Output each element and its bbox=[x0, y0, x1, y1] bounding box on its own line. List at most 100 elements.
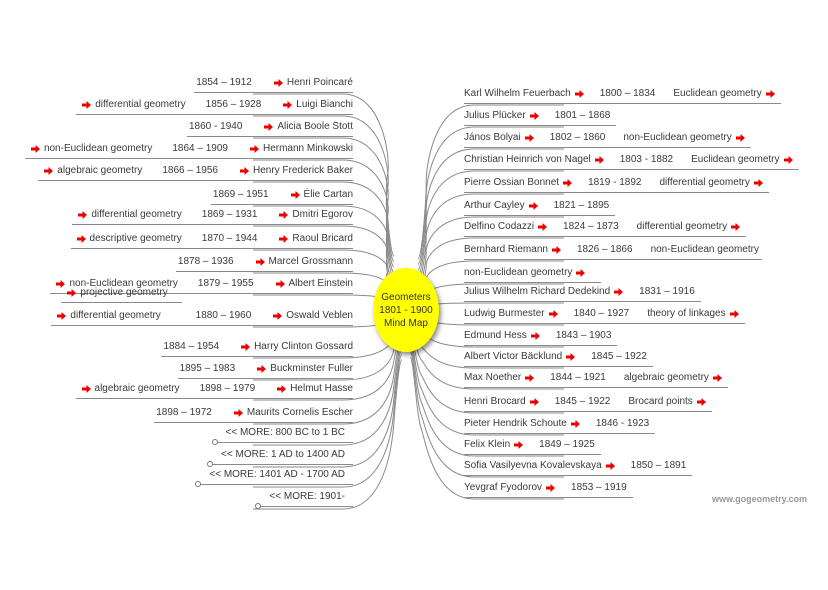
topic-node[interactable]: non-Euclidean geometry bbox=[650, 243, 762, 260]
link-arrow-icon[interactable] bbox=[566, 353, 576, 361]
link-arrow-icon[interactable] bbox=[524, 134, 534, 142]
person-node[interactable]: Julius Plücker bbox=[464, 109, 555, 126]
link-arrow-icon[interactable] bbox=[255, 258, 265, 266]
person-node[interactable]: Maurits Cornelis Escher bbox=[211, 406, 353, 423]
link-arrow-icon[interactable] bbox=[614, 288, 624, 296]
more-link[interactable]: << MORE: 1401 AD - 1700 AD bbox=[195, 468, 353, 487]
link-arrow-icon[interactable] bbox=[765, 90, 775, 98]
link-arrow-icon[interactable] bbox=[514, 441, 524, 449]
link-arrow-icon[interactable] bbox=[81, 385, 91, 393]
topic-node[interactable]: non-Euclidean geometry bbox=[24, 142, 159, 159]
topic-node[interactable]: differential geometry bbox=[659, 176, 769, 193]
link-arrow-icon[interactable] bbox=[735, 134, 745, 142]
person-node[interactable]: Felix Klein bbox=[464, 438, 540, 455]
link-arrow-icon[interactable] bbox=[275, 280, 285, 288]
more-link[interactable]: << MORE: 1901- bbox=[255, 490, 353, 509]
person-node[interactable]: János Bolyai bbox=[464, 131, 550, 148]
person-node[interactable]: Julius Wilhelm Richard Dedekind bbox=[464, 285, 640, 302]
more-link[interactable]: << MORE: 1 AD to 1400 AD bbox=[207, 448, 353, 467]
link-arrow-icon[interactable] bbox=[241, 343, 251, 351]
person-node[interactable]: Luigi Bianchi bbox=[261, 98, 353, 115]
topic-node[interactable]: algebraic geometry bbox=[75, 382, 186, 399]
link-arrow-icon[interactable] bbox=[273, 79, 283, 87]
link-arrow-icon[interactable] bbox=[239, 167, 249, 175]
more-link[interactable]: << MORE: 800 BC to 1 BC bbox=[211, 427, 353, 445]
link-arrow-icon[interactable] bbox=[548, 310, 558, 318]
topic-node[interactable]: non-Euclidean geometry bbox=[623, 131, 751, 148]
link-arrow-icon[interactable] bbox=[712, 374, 722, 382]
link-arrow-icon[interactable] bbox=[753, 179, 763, 187]
person-node[interactable]: Pieter Hendrik Schoute bbox=[464, 417, 596, 434]
topic-node[interactable]: differential geometry bbox=[76, 98, 192, 115]
person-node[interactable]: Raoul Bricard bbox=[257, 232, 353, 249]
collapse-handle-icon[interactable] bbox=[207, 461, 214, 467]
person-node[interactable]: Hermann Minkowski bbox=[227, 142, 353, 159]
person-node[interactable]: Dmitri Egorov bbox=[257, 208, 353, 225]
topic-node[interactable]: differential geometry bbox=[72, 208, 188, 225]
more-link-node[interactable]: << MORE: 1901- bbox=[255, 490, 353, 509]
link-arrow-icon[interactable] bbox=[279, 211, 289, 219]
person-node[interactable]: Albert Victor Bäcklund bbox=[464, 350, 592, 367]
topic-node[interactable]: differential geometry bbox=[51, 309, 182, 326]
link-arrow-icon[interactable] bbox=[249, 145, 259, 153]
topic-node[interactable]: Euclidean geometry bbox=[673, 87, 781, 104]
link-arrow-icon[interactable] bbox=[44, 167, 54, 175]
link-arrow-icon[interactable] bbox=[529, 112, 539, 120]
person-node[interactable]: Pierre Ossian Bonnet bbox=[464, 176, 589, 193]
link-arrow-icon[interactable] bbox=[76, 235, 86, 243]
link-arrow-icon[interactable] bbox=[279, 235, 289, 243]
link-arrow-icon[interactable] bbox=[525, 374, 535, 382]
link-arrow-icon[interactable] bbox=[57, 312, 67, 320]
more-link-node[interactable]: << MORE: 1401 AD - 1700 AD bbox=[195, 468, 353, 487]
link-arrow-icon[interactable] bbox=[233, 409, 243, 417]
person-node[interactable]: Christian Heinrich von Nagel bbox=[464, 153, 620, 170]
link-arrow-icon[interactable] bbox=[528, 202, 538, 210]
link-arrow-icon[interactable] bbox=[78, 211, 88, 219]
topic-node[interactable]: algebraic geometry bbox=[623, 371, 728, 388]
link-arrow-icon[interactable] bbox=[56, 280, 66, 288]
person-node[interactable]: Max Noether bbox=[464, 371, 551, 388]
person-node[interactable]: Arthur Cayley bbox=[464, 199, 554, 216]
topic-node[interactable]: differential geometry bbox=[636, 220, 747, 237]
link-arrow-icon[interactable] bbox=[30, 145, 40, 153]
person-node[interactable]: Élie Cartan bbox=[268, 188, 353, 205]
topic-node[interactable]: algebraic geometry bbox=[38, 164, 149, 181]
link-arrow-icon[interactable] bbox=[731, 223, 741, 231]
person-node[interactable]: Karl Wilhelm Feuerbach bbox=[464, 87, 600, 104]
person-node[interactable]: Henri Brocard bbox=[464, 395, 555, 412]
more-link-node[interactable]: << MORE: 1 AD to 1400 AD bbox=[207, 448, 353, 467]
link-arrow-icon[interactable] bbox=[264, 123, 274, 131]
person-node[interactable]: Ludwig Burmester bbox=[464, 307, 574, 324]
link-arrow-icon[interactable] bbox=[538, 223, 548, 231]
person-node[interactable]: Oswald Veblen bbox=[251, 309, 353, 326]
link-arrow-icon[interactable] bbox=[696, 398, 706, 406]
topic-node[interactable]: projective geometry bbox=[61, 286, 182, 303]
person-node[interactable]: Marcel Grossmann bbox=[233, 255, 353, 272]
person-node[interactable]: Henri Poincaré bbox=[251, 76, 353, 93]
person-node[interactable]: Helmut Hasse bbox=[255, 382, 353, 399]
link-arrow-icon[interactable] bbox=[277, 385, 287, 393]
link-arrow-icon[interactable] bbox=[82, 101, 92, 109]
person-node[interactable]: Edmund Hess bbox=[464, 329, 556, 346]
person-node[interactable]: Delfino Codazzi bbox=[464, 220, 564, 237]
person-node[interactable]: Harry Clinton Gossard bbox=[219, 340, 353, 357]
person-node[interactable]: Yevgraf Fyodorov bbox=[464, 481, 572, 498]
collapse-handle-icon[interactable] bbox=[211, 439, 218, 445]
person-node[interactable]: non-Euclidean geometry bbox=[464, 266, 602, 283]
collapse-handle-icon[interactable] bbox=[255, 503, 262, 509]
link-arrow-icon[interactable] bbox=[563, 179, 573, 187]
topic-node[interactable]: theory of linkages bbox=[647, 307, 745, 324]
person-node[interactable]: Albert Einstein bbox=[253, 277, 353, 294]
topic-node[interactable]: Euclidean geometry bbox=[691, 153, 799, 170]
link-arrow-icon[interactable] bbox=[576, 269, 586, 277]
central-topic-node[interactable]: Geometers 1801 - 1900 Mind Map bbox=[373, 268, 439, 352]
link-arrow-icon[interactable] bbox=[290, 191, 300, 199]
person-node[interactable]: Alicia Boole Stott bbox=[242, 120, 353, 137]
link-arrow-icon[interactable] bbox=[67, 289, 77, 297]
link-arrow-icon[interactable] bbox=[529, 398, 539, 406]
person-node[interactable]: Sofia Vasilyevna Kovalevskaya bbox=[464, 459, 631, 476]
link-arrow-icon[interactable] bbox=[570, 420, 580, 428]
topic-node[interactable]: descriptive geometry bbox=[70, 232, 188, 249]
link-arrow-icon[interactable] bbox=[283, 101, 293, 109]
topic-node[interactable]: non-Euclidean geometry bbox=[50, 277, 184, 294]
